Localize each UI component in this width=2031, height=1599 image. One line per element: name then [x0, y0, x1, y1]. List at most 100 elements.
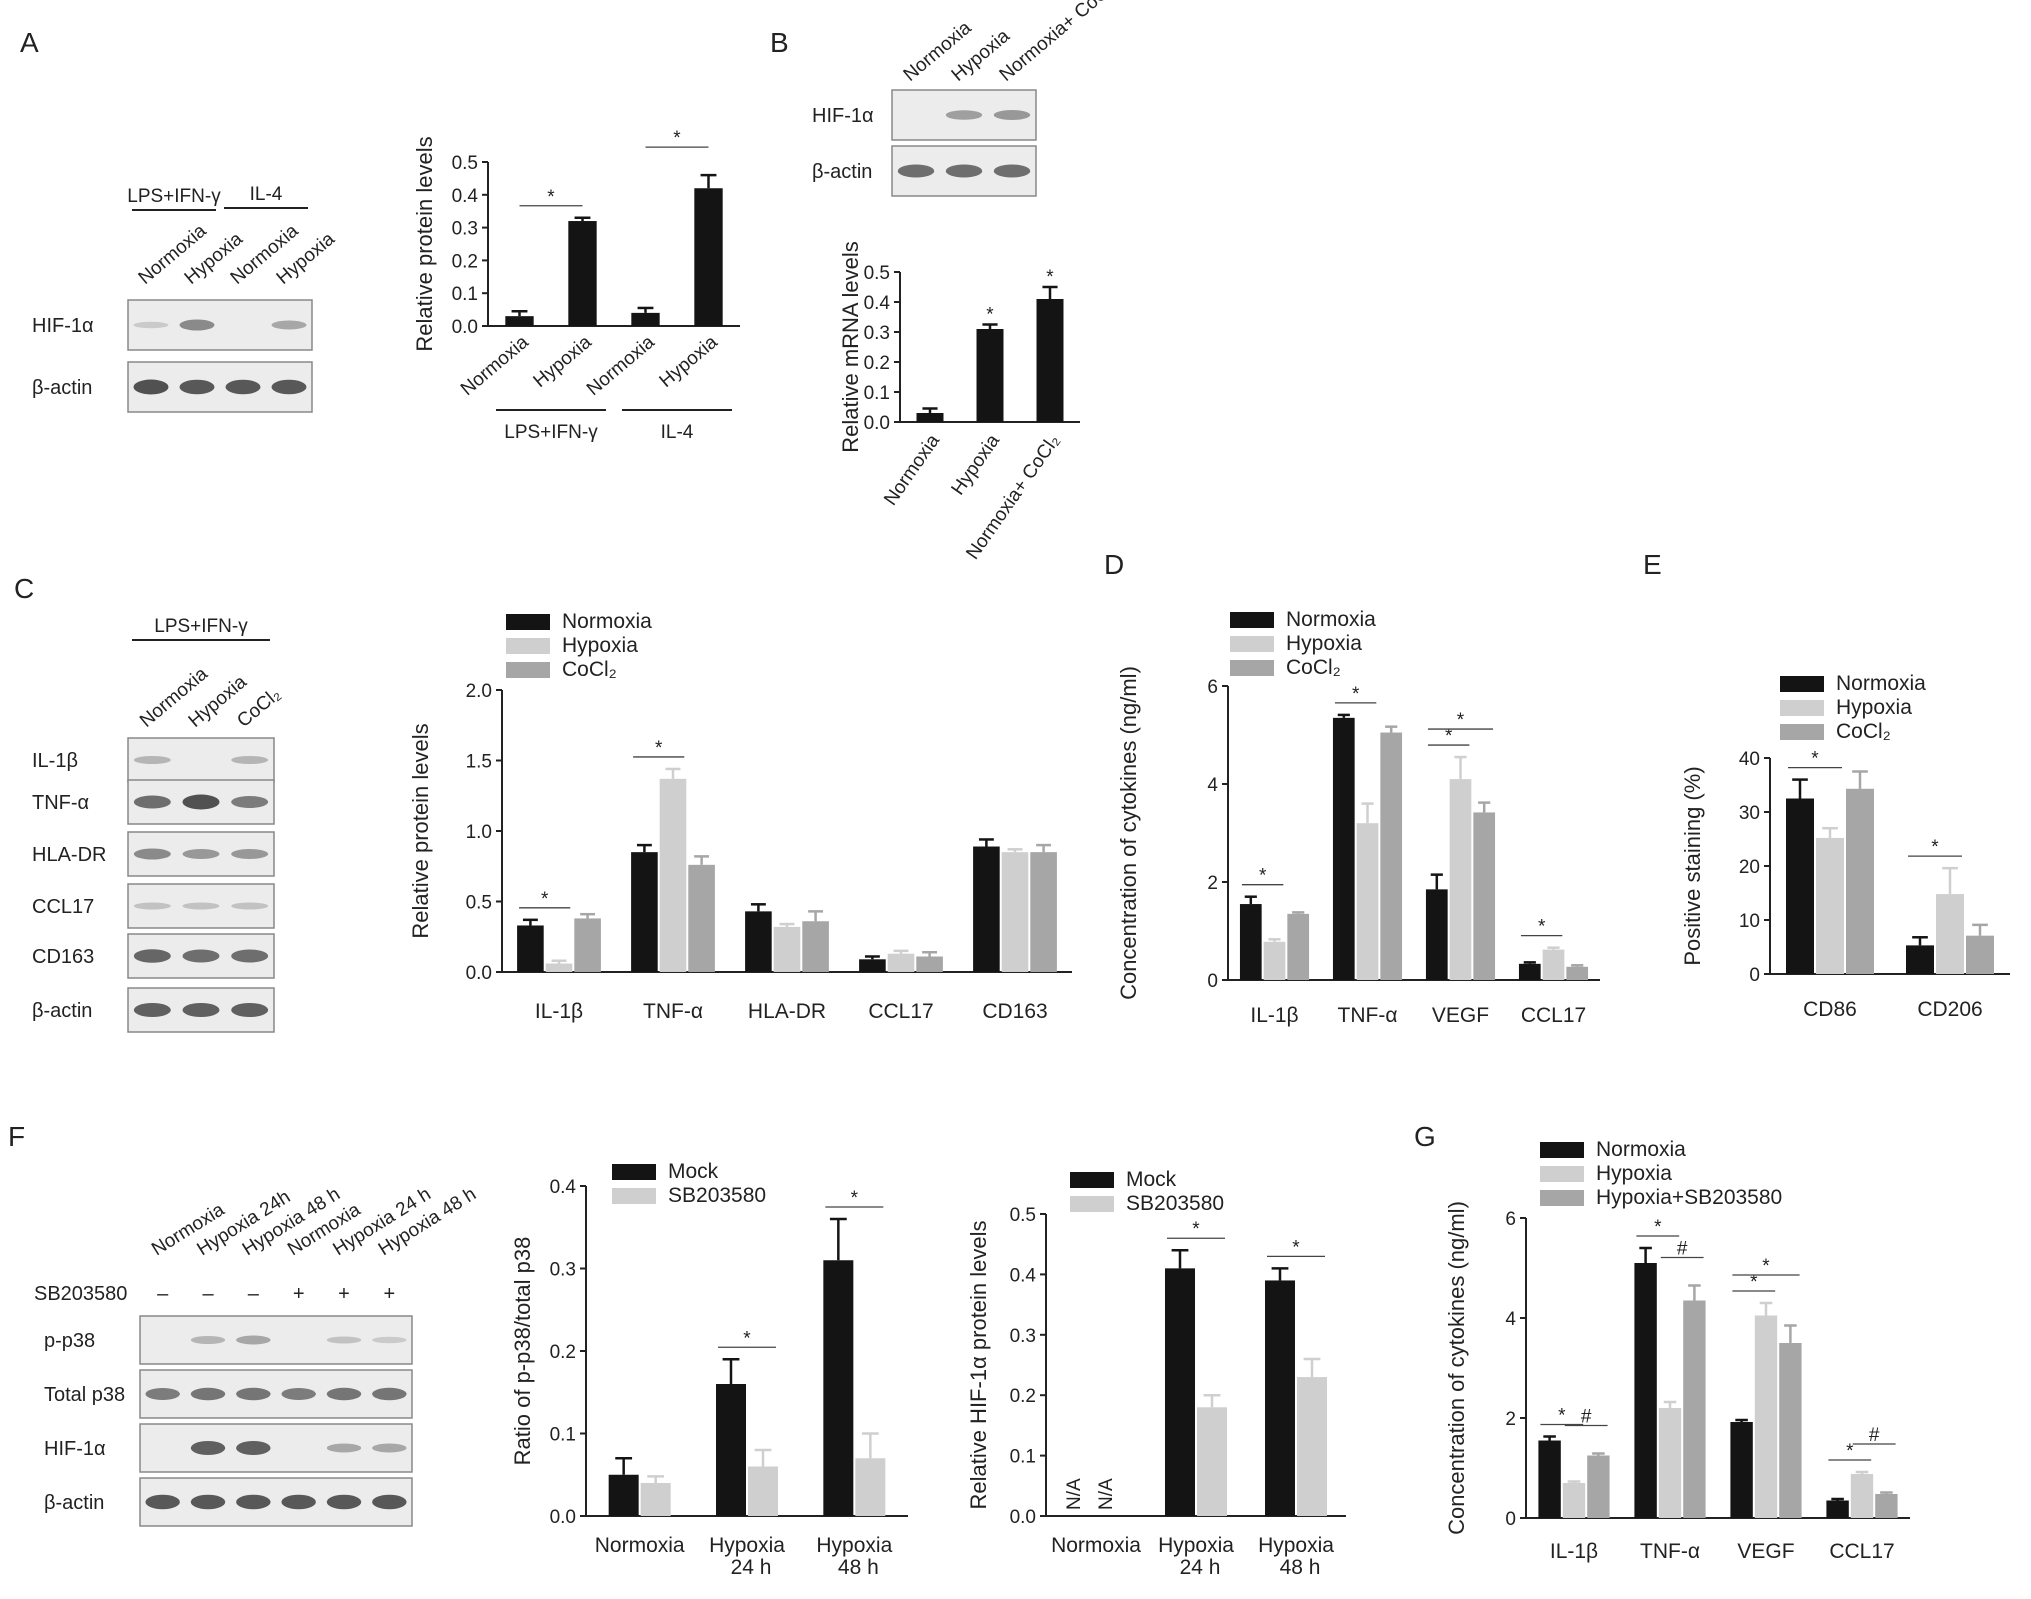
category-label: CD163	[982, 1000, 1047, 1023]
chart-A-bar: 0.0 0.1 0.2 0.3 0.4 0.5 Relative protein level…	[412, 128, 740, 443]
bar	[1730, 1422, 1753, 1518]
category-label: Normoxia	[595, 1534, 685, 1557]
bar	[1566, 966, 1589, 980]
bar	[1542, 949, 1565, 980]
chart-F-bar1: 0.0 0.1 0.2 0.3 0.4 Ratio of p-p38/total p38 N…	[510, 1160, 908, 1579]
y-tick-label: 6	[1505, 1209, 1516, 1230]
y-tick-label: 0.1	[550, 1425, 576, 1446]
blot-band	[145, 1494, 180, 1510]
blot-band	[236, 1441, 271, 1455]
bar	[887, 953, 915, 972]
bar	[659, 778, 687, 972]
bar	[748, 1466, 778, 1516]
y-tick-label: 0.2	[1010, 1386, 1036, 1407]
category-label: Normoxia	[1051, 1534, 1141, 1557]
bar	[745, 911, 772, 972]
category-label: CD86	[1803, 998, 1857, 1021]
y-tick-label: 0	[1749, 965, 1760, 986]
category-label: Normoxia	[583, 331, 659, 400]
bar	[1826, 1500, 1849, 1518]
y-tick-label: 10	[1739, 911, 1760, 932]
legend-swatch	[1540, 1190, 1584, 1206]
blot-row-label: p-p38	[44, 1330, 95, 1352]
blot-band	[190, 1336, 226, 1344]
y-tick-label: 0.3	[1010, 1326, 1036, 1347]
legend-swatch	[1540, 1142, 1584, 1158]
y-tick-label: 1.5	[466, 752, 492, 773]
na-label: N/A	[1064, 1478, 1085, 1510]
significance-mark: *	[1846, 1441, 1854, 1462]
blot-band	[372, 1336, 407, 1344]
bar	[1683, 1300, 1706, 1518]
treatment-sign: +	[383, 1283, 395, 1305]
blot-band	[231, 1003, 269, 1017]
category-label: 24 h	[731, 1556, 772, 1579]
y-axis-title: Concentration of cytokines (ng/ml)	[1444, 1201, 1469, 1535]
blot-band	[133, 949, 171, 963]
legend-label: CoCl₂	[1286, 656, 1341, 679]
bar	[640, 1483, 671, 1516]
bar	[1634, 1263, 1657, 1518]
blot-strip	[139, 1315, 413, 1365]
blot-band	[231, 902, 269, 910]
blot-row-label: HIF-1α	[812, 105, 874, 127]
significance-mark: *	[1558, 1406, 1566, 1427]
legend-label: Hypoxia+SB203580	[1596, 1186, 1782, 1209]
chart-E-bar: 0 10 20 30 40 Positive staining (%) CD86 CD206 *…	[1680, 672, 2010, 1021]
blot-band	[182, 902, 220, 910]
blot-band	[182, 949, 220, 963]
blot-band	[281, 1494, 316, 1510]
legend-swatch	[1070, 1196, 1114, 1212]
bar	[855, 1458, 886, 1516]
bar	[1754, 1315, 1778, 1518]
treatment-sign: –	[248, 1283, 260, 1305]
y-tick-label: 0.4	[452, 186, 479, 207]
treatment-sign: +	[293, 1283, 305, 1305]
legend-swatch	[1070, 1172, 1114, 1188]
blot-row-label: CD163	[32, 946, 94, 968]
category-label: Hypoxia	[1258, 1534, 1334, 1557]
y-tick-label: 0.5	[466, 893, 492, 914]
blot-strip	[891, 89, 1037, 141]
significance-mark: *	[1811, 749, 1819, 770]
bar	[859, 959, 886, 972]
y-tick-label: 0.2	[550, 1342, 576, 1363]
blot-strip	[139, 1369, 413, 1419]
blot-band	[236, 1387, 271, 1401]
bar	[608, 1474, 639, 1516]
blot-row-label: TNF-α	[32, 792, 89, 814]
legend-swatch	[612, 1164, 656, 1180]
blot-strip	[139, 1477, 413, 1527]
panel-label: G	[1414, 1121, 1436, 1152]
category-label: VEGF	[1432, 1004, 1489, 1027]
category-label: TNF-α	[1640, 1540, 1700, 1563]
blot-band	[326, 1336, 362, 1344]
legend-label: SB203580	[668, 1184, 766, 1207]
legend-label: Hypoxia	[1836, 696, 1912, 719]
y-tick-label: 6	[1207, 677, 1218, 698]
blot-band	[225, 379, 261, 395]
blot-band	[326, 1443, 362, 1453]
bar	[1850, 1474, 1874, 1518]
blot-band	[182, 849, 220, 859]
significance-mark: *	[1457, 710, 1465, 731]
chart-D-bar: 0 2 4 6 Concentration of cytokines (ng/ml) IL…	[1116, 608, 1600, 1027]
group-label: LPS+IFN-γ	[504, 422, 598, 443]
category-label: Normoxia	[457, 331, 533, 400]
bar	[1287, 913, 1310, 980]
significance-mark: *	[655, 738, 663, 759]
blot-row-label: β-actin	[32, 1000, 92, 1022]
legend-swatch	[1230, 612, 1274, 628]
legend-label: Normoxia	[1836, 672, 1926, 695]
legend-swatch	[1230, 636, 1274, 652]
y-tick-label: 2	[1207, 873, 1218, 894]
legend-swatch	[612, 1188, 656, 1204]
group-label: LPS+IFN-γ	[127, 186, 221, 207]
y-tick-label: 0.0	[452, 317, 478, 338]
bar	[1518, 963, 1541, 980]
bar	[1966, 935, 1994, 974]
legend-swatch	[1780, 700, 1824, 716]
bar	[973, 846, 1000, 972]
